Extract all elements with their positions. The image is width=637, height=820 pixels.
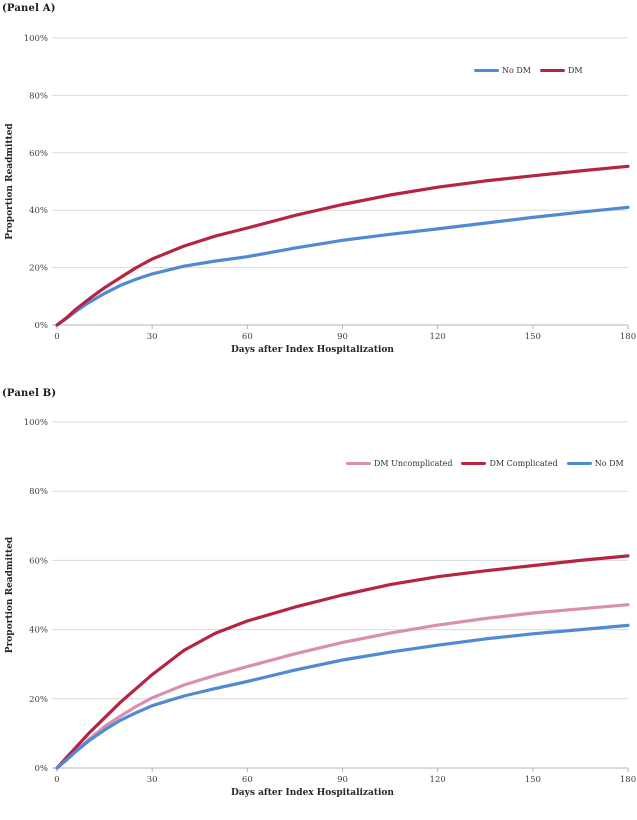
x-tick-label-0: 0 <box>54 775 59 785</box>
panel-a: (Panel A) 0% 20% 40% 60% 80% 100% 0 30 60 90 120 15… <box>0 0 637 375</box>
series-line-no-dm <box>55 623 630 770</box>
x-tick-label-120: 120 <box>430 775 446 785</box>
legend-label-no-dm: No DM <box>594 459 624 468</box>
x-axis-title: Days after Index Hospitalization <box>231 345 394 355</box>
series-line-no-dm <box>55 205 630 327</box>
x-tick-label-150: 150 <box>525 775 541 785</box>
legend-item-dm-uncomplicated: DM Uncomplicated <box>346 459 452 468</box>
legend-item-no-dm: No DM <box>474 66 531 75</box>
panel-a-title: (Panel A) <box>2 3 56 14</box>
legend-item-no-dm: No DM <box>566 459 624 468</box>
series-line-dm-complicated <box>55 554 630 770</box>
panel-b-chart: 0% 20% 40% 60% 80% 100% 0 30 60 90 120 150 180 Days a… <box>5 418 636 798</box>
x-tick-label-90: 90 <box>337 332 348 342</box>
y-tick-label-60: 60% <box>29 149 48 159</box>
legend-label-dm: DM <box>567 66 583 75</box>
y-axis-title: Proportion Readmitted <box>5 536 15 653</box>
legend-item-dm-complicated: DM Complicated <box>461 459 558 468</box>
x-tick-label-0: 0 <box>54 332 59 342</box>
y-tick-label-0: 0% <box>35 321 49 331</box>
y-tick-label-100: 100% <box>24 418 48 428</box>
y-tick-label-40: 40% <box>29 206 48 216</box>
panel-a-chart: 0% 20% 40% 60% 80% 100% 0 30 60 90 120 150 180 Days a… <box>5 34 636 355</box>
y-axis-title: Proportion Readmitted <box>5 123 15 240</box>
y-tick-label-80: 80% <box>29 487 48 497</box>
x-tick-label-60: 60 <box>242 332 253 342</box>
x-tick-label-30: 30 <box>147 332 158 342</box>
x-tick-label-60: 60 <box>242 775 253 785</box>
legend-label-no-dm: No DM <box>502 66 531 75</box>
panel-b-legend: DM Uncomplicated DM Complicated No DM <box>346 459 624 468</box>
series-line-dm <box>55 164 630 327</box>
x-tick-label-30: 30 <box>147 775 158 785</box>
x-tick-label-180: 180 <box>620 775 636 785</box>
legend-label-dm-complicated: DM Complicated <box>489 459 558 468</box>
y-tick-label-40: 40% <box>29 626 48 636</box>
panel-a-legend: No DM DM <box>474 66 583 75</box>
x-tick-label-180: 180 <box>620 332 636 342</box>
y-tick-label-20: 20% <box>29 264 48 274</box>
legend-swatch-no-dm <box>566 461 592 466</box>
x-tick-label-150: 150 <box>525 332 541 342</box>
x-tick-label-120: 120 <box>430 332 446 342</box>
panel-b-title: (Panel B) <box>2 388 57 399</box>
legend-swatch-dm <box>539 68 565 73</box>
y-tick-label-80: 80% <box>29 91 48 101</box>
y-tick-label-0: 0% <box>35 764 49 774</box>
y-tick-label-100: 100% <box>24 34 48 44</box>
legend-swatch-no-dm <box>474 68 499 73</box>
panel-b: (Panel B) 0% 20% 40% 60% 80% 100% 0 30 60 90 120 15… <box>0 385 637 820</box>
legend-swatch-dm-complicated <box>461 461 487 466</box>
y-tick-label-60: 60% <box>29 556 48 566</box>
legend-item-dm: DM <box>539 66 583 75</box>
y-tick-label-20: 20% <box>29 695 48 705</box>
legend-swatch-dm-uncomplicated <box>346 461 371 466</box>
legend-label-dm-uncomplicated: DM Uncomplicated <box>374 459 453 468</box>
x-axis-title: Days after Index Hospitalization <box>231 788 394 798</box>
x-tick-label-90: 90 <box>337 775 348 785</box>
